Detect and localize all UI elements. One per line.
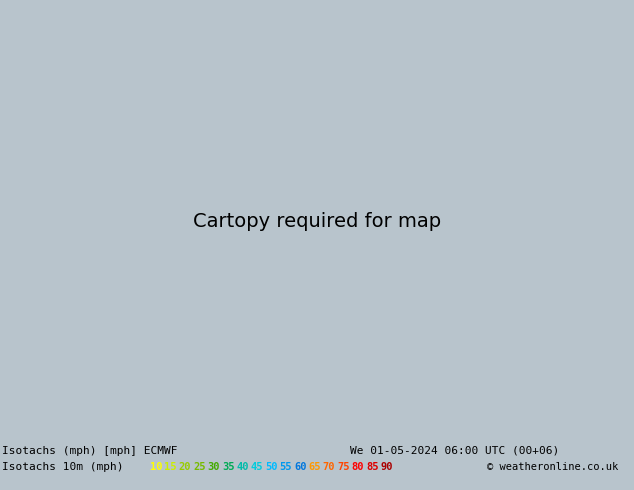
Text: Cartopy required for map: Cartopy required for map xyxy=(193,213,441,231)
Text: 25: 25 xyxy=(193,462,205,472)
Text: 60: 60 xyxy=(294,462,306,472)
Text: 40: 40 xyxy=(236,462,249,472)
Text: 50: 50 xyxy=(265,462,278,472)
Text: 30: 30 xyxy=(207,462,220,472)
Text: Isotachs (mph) [mph] ECMWF: Isotachs (mph) [mph] ECMWF xyxy=(2,446,178,456)
Text: 15: 15 xyxy=(164,462,177,472)
Text: 20: 20 xyxy=(179,462,191,472)
Text: 90: 90 xyxy=(380,462,393,472)
Text: 45: 45 xyxy=(251,462,263,472)
Text: 70: 70 xyxy=(323,462,335,472)
Text: 10: 10 xyxy=(150,462,162,472)
Text: 35: 35 xyxy=(222,462,235,472)
Text: 55: 55 xyxy=(280,462,292,472)
Text: We 01-05-2024 06:00 UTC (00+06): We 01-05-2024 06:00 UTC (00+06) xyxy=(350,446,559,456)
Text: 75: 75 xyxy=(337,462,350,472)
Text: Isotachs 10m (mph): Isotachs 10m (mph) xyxy=(2,462,124,472)
Text: 85: 85 xyxy=(366,462,378,472)
Text: 65: 65 xyxy=(308,462,321,472)
Text: © weatheronline.co.uk: © weatheronline.co.uk xyxy=(487,462,618,472)
Text: 80: 80 xyxy=(352,462,364,472)
